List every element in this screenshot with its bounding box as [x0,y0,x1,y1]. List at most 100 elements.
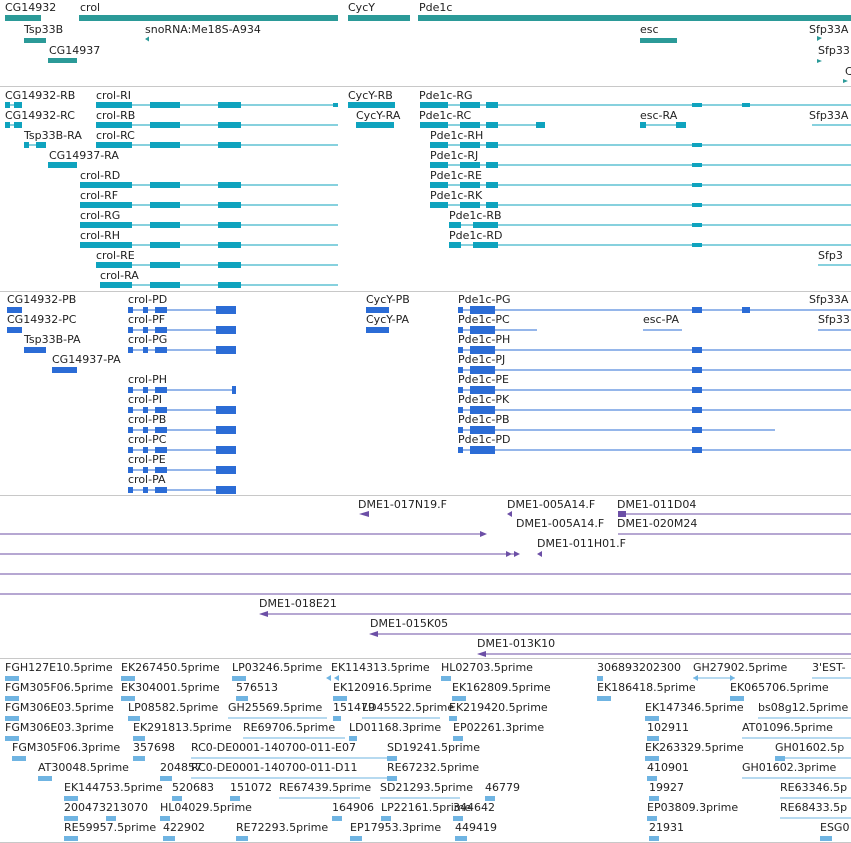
est-feature[interactable]: LP03246.5prime [232,661,323,681]
est-feature[interactable]: FGM306E03.3prime [5,721,114,741]
est-feature[interactable]: 449419 [455,821,497,841]
gene-feature[interactable]: Tsp33B [23,23,63,43]
transcript-feature[interactable]: crol-RH [80,229,338,248]
transcript-feature[interactable]: Tsp33B-RA [23,129,82,148]
clone-feature[interactable]: DME1-015K05 [369,617,851,637]
cds-feature[interactable]: esc-PA [643,313,682,331]
transcript-feature[interactable]: CG14937-RA [48,149,119,168]
transcript-feature[interactable]: Pde1c-RJ [430,149,851,168]
transcript-feature[interactable]: crol-RG [80,209,338,228]
transcript-feature[interactable]: CycY-RB [348,89,395,108]
cds-feature[interactable]: CG14932-PC [7,313,77,333]
cds-feature[interactable]: CycY-PA [366,313,410,333]
est-feature[interactable]: EK304001.5prime [121,681,220,701]
est-feature[interactable]: EP02261.3prime [453,721,544,741]
est-feature[interactable]: 520683 [172,781,214,801]
cds-feature[interactable]: CycY-PB [366,293,410,313]
est-feature[interactable]: LP08582.5prime [128,701,219,721]
est-feature[interactable]: 357698 [133,741,175,761]
cds-feature[interactable]: Pde1c-PH [458,333,851,354]
gene-feature[interactable]: CG14932 [5,1,56,21]
gene-feature[interactable]: Sfp33 [817,44,850,63]
cds-feature[interactable]: crol-PF [128,313,236,334]
transcript-feature[interactable]: Sfp3 [818,249,851,266]
est-feature[interactable]: RE59957.5prime [64,821,156,841]
est-feature[interactable]: EK186418.5prime [597,681,696,701]
cds-feature[interactable]: crol-PH [128,373,236,394]
transcript-feature[interactable]: Pde1c-RD [449,229,851,248]
est-feature[interactable]: FGM306E03.5prime [5,701,114,721]
est-feature[interactable]: 344642 [453,801,495,821]
est-feature[interactable]: LD01168.3prime [349,721,441,741]
transcript-feature[interactable]: crol-RC [96,129,338,148]
transcript-feature[interactable]: crol-RI [96,89,338,108]
transcript-feature[interactable]: Pde1c-RK [430,189,851,208]
clone-feature[interactable]: DME1-013K10 [477,637,851,657]
est-feature[interactable]: 204857 [160,761,202,781]
cds-feature[interactable]: crol-PI [128,393,236,414]
gene-feature[interactable]: snoRNA:Me18S-A934 [145,23,261,42]
transcript-feature[interactable]: crol-RE [96,249,338,268]
transcript-feature[interactable]: CycY-RA [356,109,401,128]
transcript-feature[interactable]: Pde1c-RG [419,89,851,108]
clone-feature[interactable]: DME1-011H01.F [0,537,626,557]
est-feature[interactable]: HL02703.5prime [441,661,533,681]
clone-feature[interactable]: DME1-018E21 [259,597,851,617]
clone-feature[interactable]: DME1-005A14.F [0,517,604,537]
cds-feature[interactable]: Sfp33A [809,293,851,311]
est-feature[interactable]: bs08g12.5prime [758,701,851,719]
clone-feature[interactable]: DME1-005A14.F [507,498,595,517]
cds-feature[interactable]: Sfp33 [818,313,851,331]
transcript-feature[interactable]: Pde1c-RE [430,169,851,188]
gene-feature[interactable]: CG14937 [48,44,100,63]
cds-feature[interactable]: crol-PG [128,333,236,354]
est-feature[interactable]: GH27902.5prime [693,661,788,681]
est-feature[interactable]: EP03809.3prime [647,801,738,821]
cds-feature[interactable]: Pde1c-PB [458,413,775,434]
cds-feature[interactable]: crol-PE [128,453,236,474]
est-feature[interactable]: FGM305F06.3prime [12,741,120,761]
transcript-feature[interactable]: crol-RA [100,269,338,288]
est-feature[interactable]: EK162809.5prime [452,681,551,701]
est-feature[interactable]: 306893202300 [597,661,681,681]
est-feature[interactable]: ESG0 [820,821,849,841]
est-feature[interactable]: EK147346.5prime [645,701,744,721]
gene-feature[interactable]: esc [640,23,677,43]
est-feature[interactable]: HL04029.5prime [160,801,252,821]
cds-feature[interactable]: Pde1c-PC [458,313,537,334]
cds-feature[interactable]: CG14937-PA [52,353,121,373]
est-feature[interactable]: RC0-DE0001-140700-011-E07 [191,741,387,759]
cds-feature[interactable]: Tsp33B-PA [23,333,81,353]
est-feature[interactable]: EK114313.5prime [326,661,430,681]
est-feature[interactable]: RC0-DE0001-140700-011-D11 [191,761,387,779]
est-feature[interactable]: 164906 [332,801,374,821]
cds-feature[interactable]: Pde1c-PE [458,373,851,394]
est-feature[interactable]: RE72293.5prime [236,821,328,841]
est-feature[interactable]: RE69706.5prime [243,721,345,739]
est-feature[interactable]: EK144753.5prime [64,781,163,801]
est-feature[interactable]: GH25569.5prime [228,701,327,719]
cds-feature[interactable]: Pde1c-PJ [458,353,851,374]
est-feature[interactable]: AT01096.5prime [742,721,851,739]
gene-feature[interactable]: Pde1c [418,1,851,21]
est-feature[interactable]: RE63346.5p [780,781,851,799]
est-feature[interactable]: 3'EST- [812,661,851,679]
clone-feature[interactable]: DME1-020M24 [617,517,851,535]
transcript-feature[interactable]: Pde1c-RB [449,209,851,228]
cds-feature[interactable]: crol-PD [128,293,236,314]
transcript-feature[interactable]: Pde1c-RH [430,129,851,148]
est-feature[interactable]: EK065706.5prime [730,681,829,701]
cds-feature[interactable]: crol-PA [128,473,236,494]
cds-feature[interactable]: Pde1c-PG [458,293,851,314]
transcript-feature[interactable]: crol-RD [80,169,338,188]
est-feature[interactable]: EK263329.5prime [645,741,744,761]
est-feature[interactable]: GH01602.3prime [742,761,851,779]
est-feature[interactable]: 19927 [649,781,684,801]
est-feature[interactable]: SD21293.5prime [380,781,473,799]
transcript-feature[interactable]: Sfp33A [809,109,851,126]
est-feature[interactable]: EK219420.5prime [449,701,548,721]
est-feature[interactable]: RE68433.5p [780,801,851,819]
est-feature[interactable]: AT30048.5prime [38,761,129,781]
gene-feature[interactable]: crol [79,1,338,21]
cds-feature[interactable]: Pde1c-PK [458,393,851,414]
